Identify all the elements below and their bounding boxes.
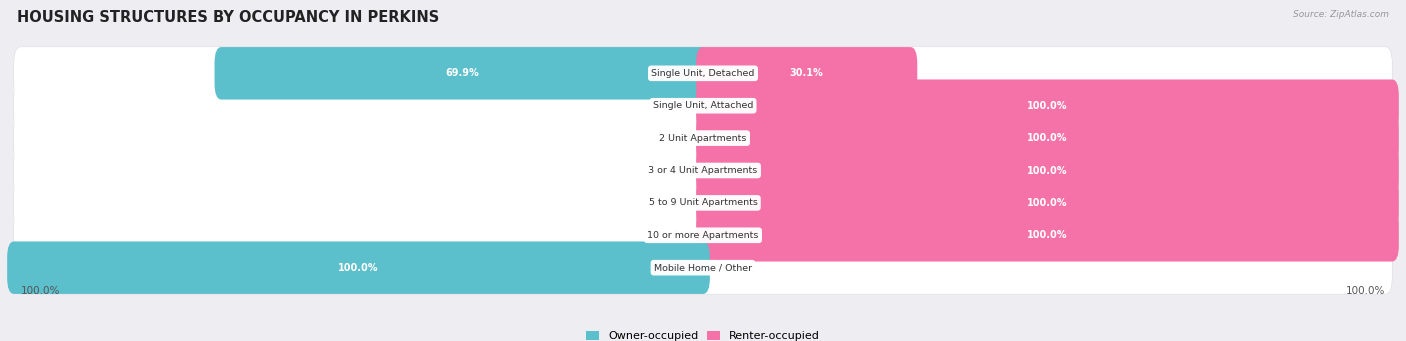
Text: 10 or more Apartments: 10 or more Apartments: [647, 231, 759, 240]
FancyBboxPatch shape: [696, 47, 917, 100]
Text: Mobile Home / Other: Mobile Home / Other: [654, 263, 752, 272]
Text: Single Unit, Attached: Single Unit, Attached: [652, 101, 754, 110]
Text: 100.0%: 100.0%: [21, 286, 60, 296]
Text: 100.0%: 100.0%: [1028, 230, 1067, 240]
Text: 0.0%: 0.0%: [672, 165, 696, 176]
Text: HOUSING STRUCTURES BY OCCUPANCY IN PERKINS: HOUSING STRUCTURES BY OCCUPANCY IN PERKI…: [17, 10, 439, 25]
Text: 0.0%: 0.0%: [672, 198, 696, 208]
FancyBboxPatch shape: [696, 144, 1399, 197]
FancyBboxPatch shape: [14, 144, 1392, 197]
Text: 5 to 9 Unit Apartments: 5 to 9 Unit Apartments: [648, 198, 758, 207]
Text: 69.9%: 69.9%: [446, 68, 479, 78]
Legend: Owner-occupied, Renter-occupied: Owner-occupied, Renter-occupied: [586, 331, 820, 341]
FancyBboxPatch shape: [696, 112, 1399, 164]
Text: 2 Unit Apartments: 2 Unit Apartments: [659, 134, 747, 143]
FancyBboxPatch shape: [14, 47, 1392, 100]
Text: 0.0%: 0.0%: [672, 133, 696, 143]
FancyBboxPatch shape: [7, 241, 710, 294]
FancyBboxPatch shape: [215, 47, 710, 100]
FancyBboxPatch shape: [696, 79, 1399, 132]
Text: 0.0%: 0.0%: [672, 230, 696, 240]
Text: 100.0%: 100.0%: [1028, 198, 1067, 208]
Text: 3 or 4 Unit Apartments: 3 or 4 Unit Apartments: [648, 166, 758, 175]
Text: 0.0%: 0.0%: [672, 101, 696, 111]
FancyBboxPatch shape: [14, 209, 1392, 262]
Text: Single Unit, Detached: Single Unit, Detached: [651, 69, 755, 78]
Text: 100.0%: 100.0%: [1346, 286, 1385, 296]
Text: 100.0%: 100.0%: [339, 263, 378, 273]
FancyBboxPatch shape: [696, 177, 1399, 229]
Text: Source: ZipAtlas.com: Source: ZipAtlas.com: [1294, 10, 1389, 19]
Text: 30.1%: 30.1%: [790, 68, 824, 78]
FancyBboxPatch shape: [696, 209, 1399, 262]
FancyBboxPatch shape: [14, 112, 1392, 164]
Text: 100.0%: 100.0%: [1028, 165, 1067, 176]
Text: 0.0%: 0.0%: [710, 263, 734, 273]
FancyBboxPatch shape: [14, 177, 1392, 229]
FancyBboxPatch shape: [14, 241, 1392, 294]
FancyBboxPatch shape: [14, 79, 1392, 132]
Text: 100.0%: 100.0%: [1028, 101, 1067, 111]
Text: 100.0%: 100.0%: [1028, 133, 1067, 143]
